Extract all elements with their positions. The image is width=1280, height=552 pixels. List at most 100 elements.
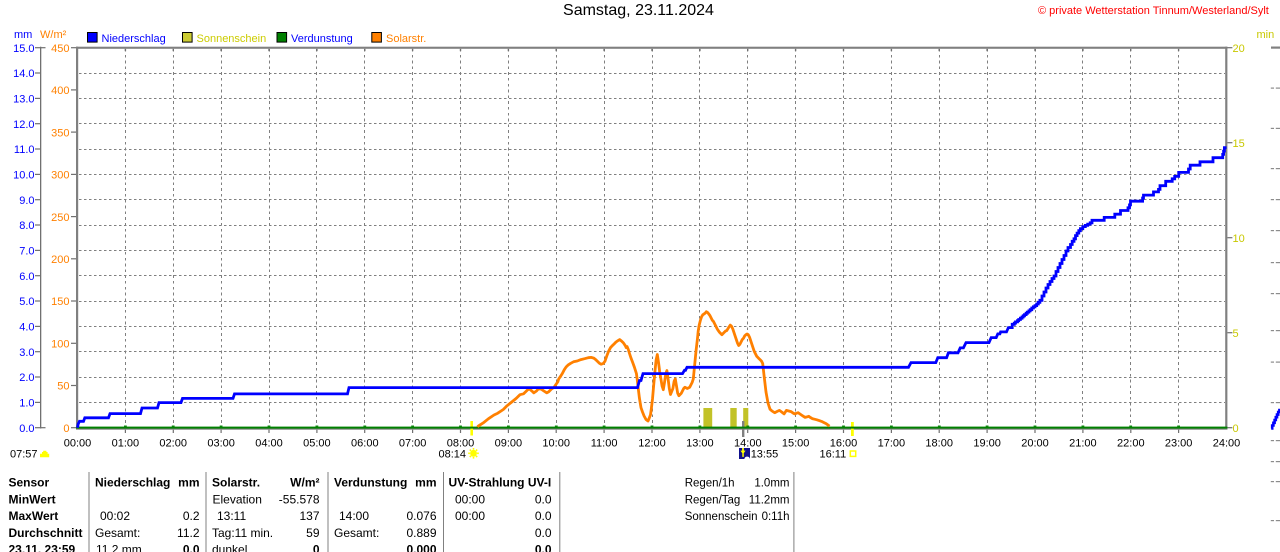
- svg-text:Tag:11 min.: Tag:11 min.: [212, 526, 273, 540]
- svg-text:22:00: 22:00: [1117, 437, 1145, 449]
- svg-text:Solarstr.: Solarstr.: [212, 476, 260, 490]
- svg-text:7.0: 7.0: [19, 246, 34, 258]
- svg-text:100: 100: [51, 339, 69, 351]
- svg-text:18:00: 18:00: [925, 437, 953, 449]
- svg-text:mm: mm: [415, 476, 436, 490]
- svg-text:19:00: 19:00: [973, 437, 1001, 449]
- svg-text:Niederschlag: Niederschlag: [102, 33, 166, 45]
- svg-text:0.0: 0.0: [183, 543, 200, 552]
- svg-text:mm: mm: [178, 476, 199, 490]
- svg-text:Niederschlag: Niederschlag: [95, 476, 170, 490]
- svg-text:08:00: 08:00: [447, 437, 475, 449]
- svg-text:14:00: 14:00: [339, 509, 369, 523]
- svg-text:dunkel: dunkel: [212, 543, 247, 552]
- svg-text:350: 350: [51, 127, 69, 139]
- svg-text:1.0mm: 1.0mm: [754, 478, 789, 490]
- svg-text:0:11h: 0:11h: [762, 511, 790, 523]
- svg-text:13:11: 13:11: [217, 509, 246, 523]
- svg-text:05:00: 05:00: [303, 437, 331, 449]
- svg-text:50: 50: [57, 381, 69, 393]
- svg-text:13:55: 13:55: [751, 449, 779, 461]
- svg-text:1.0: 1.0: [19, 398, 34, 410]
- svg-text:15: 15: [1233, 138, 1245, 150]
- svg-text:21:00: 21:00: [1069, 437, 1097, 449]
- svg-text:Regen/1h: Regen/1h: [685, 478, 735, 490]
- svg-text:11.2mm: 11.2mm: [749, 494, 790, 506]
- svg-text:0: 0: [63, 423, 69, 435]
- svg-text:11:00: 11:00: [591, 437, 618, 449]
- svg-text:250: 250: [51, 212, 69, 224]
- svg-text:10:00: 10:00: [542, 437, 570, 449]
- svg-text:11.0: 11.0: [14, 144, 35, 156]
- svg-text:00:00: 00:00: [64, 437, 92, 449]
- svg-text:07:00: 07:00: [399, 437, 427, 449]
- svg-text:0.0: 0.0: [535, 509, 552, 523]
- svg-text:3.0: 3.0: [19, 347, 34, 359]
- svg-text:08:14: 08:14: [439, 449, 467, 461]
- svg-text:13:00: 13:00: [686, 437, 714, 449]
- svg-text:mm: mm: [14, 29, 32, 41]
- svg-text:Elevation: Elevation: [213, 492, 262, 506]
- svg-text:00:02: 00:02: [100, 509, 130, 523]
- svg-text:0.0: 0.0: [19, 423, 34, 435]
- svg-text:0.0: 0.0: [535, 526, 552, 540]
- svg-text:15.0: 15.0: [13, 43, 34, 55]
- svg-text:20: 20: [1233, 43, 1245, 55]
- svg-text:03:00: 03:00: [207, 437, 235, 449]
- svg-text:137: 137: [299, 509, 319, 523]
- svg-text:Verdunstung: Verdunstung: [291, 33, 353, 45]
- svg-text:Sonnenschein: Sonnenschein: [197, 33, 267, 45]
- svg-text:Gesamt:: Gesamt:: [334, 526, 379, 540]
- svg-text:12.0: 12.0: [13, 119, 34, 131]
- svg-text:© private Wetterstation Tinnum: © private Wetterstation Tinnum/Westerlan…: [1038, 5, 1269, 17]
- svg-text:MaxWert: MaxWert: [9, 509, 59, 523]
- svg-text:0: 0: [313, 543, 320, 552]
- svg-text:16:00: 16:00: [830, 437, 858, 449]
- svg-text:24:00: 24:00: [1213, 437, 1241, 449]
- svg-text:0.0: 0.0: [535, 543, 552, 552]
- svg-text:UV-Strahlung UV-I: UV-Strahlung UV-I: [449, 476, 552, 490]
- svg-text:20:00: 20:00: [1021, 437, 1049, 449]
- svg-text:Solarstr.: Solarstr.: [386, 33, 426, 45]
- svg-text:15:00: 15:00: [782, 437, 810, 449]
- svg-text:9.0: 9.0: [19, 195, 34, 207]
- svg-text:Gesamt:: Gesamt:: [95, 526, 140, 540]
- svg-text:400: 400: [51, 85, 69, 97]
- svg-text:17:00: 17:00: [878, 437, 906, 449]
- svg-text:0.0: 0.0: [535, 492, 552, 506]
- svg-text:300: 300: [51, 170, 69, 182]
- svg-text:5.0: 5.0: [19, 296, 34, 308]
- svg-text:450: 450: [51, 43, 69, 55]
- svg-text:MinWert: MinWert: [9, 492, 56, 506]
- svg-text:09:00: 09:00: [495, 437, 523, 449]
- svg-text:200: 200: [51, 254, 69, 266]
- svg-text:Verdunstung: Verdunstung: [334, 476, 407, 490]
- svg-text:00:00: 00:00: [455, 509, 485, 523]
- svg-text:0.000: 0.000: [406, 543, 436, 552]
- svg-text:16:11: 16:11: [820, 449, 847, 461]
- svg-text:0.2: 0.2: [183, 509, 200, 523]
- svg-text:13.0: 13.0: [13, 94, 34, 106]
- svg-text:Sensor: Sensor: [9, 476, 50, 490]
- svg-text:min: min: [1257, 29, 1275, 41]
- svg-text:00:00: 00:00: [455, 492, 485, 506]
- svg-text:0.076: 0.076: [406, 509, 436, 523]
- svg-text:12:00: 12:00: [638, 437, 666, 449]
- svg-text:Samstag, 23.11.2024: Samstag, 23.11.2024: [563, 2, 714, 19]
- svg-text:23:00: 23:00: [1165, 437, 1193, 449]
- svg-text:14.0: 14.0: [13, 68, 34, 80]
- svg-text:4.0: 4.0: [19, 322, 34, 334]
- svg-text:06:00: 06:00: [351, 437, 379, 449]
- svg-text:8.0: 8.0: [19, 220, 34, 232]
- svg-text:150: 150: [51, 296, 69, 308]
- svg-text:Durchschnitt: Durchschnitt: [9, 526, 83, 540]
- svg-text:W/m²: W/m²: [40, 29, 67, 41]
- svg-text:59: 59: [306, 526, 320, 540]
- svg-text:11.2 mm: 11.2 mm: [96, 543, 142, 552]
- svg-text:0: 0: [1233, 423, 1239, 435]
- svg-text:2.0: 2.0: [19, 372, 34, 384]
- svg-text:10: 10: [1233, 233, 1245, 245]
- svg-text:-55.578: -55.578: [279, 492, 320, 506]
- svg-text:W/m²: W/m²: [290, 476, 319, 490]
- svg-text:0.889: 0.889: [406, 526, 436, 540]
